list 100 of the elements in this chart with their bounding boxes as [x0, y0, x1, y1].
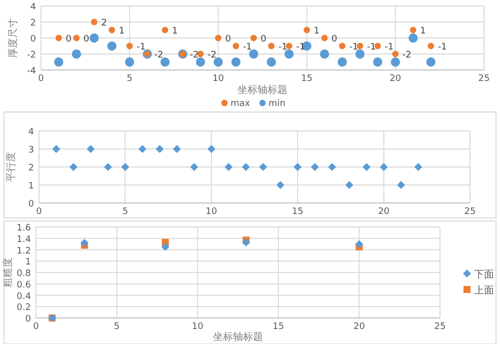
point: [56, 34, 62, 42]
point: [410, 26, 416, 34]
y-tick-label: 1.2: [16, 246, 31, 256]
x-tick-label: 15: [292, 207, 304, 217]
point: [108, 26, 116, 34]
y-tick-label: 0.2: [16, 303, 31, 314]
x-tick-label: 15: [272, 322, 284, 332]
y-tick-label: 0.4: [16, 292, 32, 302]
point: [138, 145, 146, 153]
y-axis-title: 平行度: [5, 152, 17, 182]
x-tick-label: 15: [301, 74, 313, 84]
y-tick-label: 1: [28, 182, 34, 192]
legend-label: min: [268, 99, 286, 109]
point: [104, 163, 112, 171]
x-tick-label: 5: [126, 74, 132, 84]
data-label: -2: [207, 50, 216, 60]
data-label: 1: [172, 26, 178, 36]
data-label: -1: [136, 42, 146, 52]
point: [107, 41, 116, 51]
point: [90, 33, 99, 43]
x-tick-label: 20: [378, 207, 390, 217]
point: [54, 57, 64, 67]
point: [428, 42, 434, 50]
point: [242, 163, 250, 171]
point: [276, 181, 284, 189]
point: [214, 57, 223, 67]
point: [52, 145, 60, 153]
y-tick-label: 1.6: [16, 224, 32, 234]
point: [90, 18, 98, 26]
y-tick-label: 0: [28, 200, 34, 210]
y-tick-label: 4: [28, 128, 34, 138]
y-tick-label: 2: [30, 18, 36, 28]
x-tick-label: 25: [478, 74, 490, 84]
point: [392, 50, 399, 58]
data-label: -2: [154, 50, 164, 60]
point: [320, 49, 330, 59]
point: [156, 145, 164, 153]
y-tick-label: -4: [27, 66, 36, 76]
y-tick-label: 4: [30, 2, 36, 12]
point: [172, 145, 181, 153]
y-tick-label: 0: [30, 34, 36, 44]
point: [304, 26, 310, 34]
point: [160, 57, 170, 67]
y-tick-label: 1: [25, 258, 31, 268]
data-label: 0: [225, 34, 232, 44]
point: [215, 34, 222, 42]
point: [294, 163, 302, 171]
point: [328, 163, 336, 171]
point: [232, 42, 240, 50]
y-tick-label: 0.8: [16, 269, 32, 279]
data-label: 0: [332, 34, 338, 44]
point: [73, 34, 80, 42]
data-label: -1: [278, 42, 288, 52]
point: [373, 57, 382, 67]
point: [69, 163, 78, 171]
x-tick-label: 25: [434, 322, 446, 332]
x-tick-label: 20: [353, 322, 366, 332]
point: [390, 57, 400, 67]
point: [86, 145, 95, 153]
point: [268, 42, 275, 50]
point: [408, 33, 418, 43]
x-tick-label: 5: [114, 322, 120, 332]
x-axis-title: 坐标轴标题: [238, 84, 288, 96]
point: [310, 163, 319, 171]
data-label: -1: [349, 42, 358, 52]
data-label: 0: [260, 34, 267, 44]
x-tick-label: 25: [464, 207, 476, 217]
point: [397, 181, 406, 189]
x-tick-label: 10: [212, 74, 224, 84]
y-tick-label: 3: [28, 146, 34, 156]
y-tick-label: -2: [27, 50, 36, 60]
y-tick-label: 0: [25, 314, 32, 324]
data-label: 2: [101, 18, 107, 28]
point: [338, 57, 347, 67]
point: [190, 163, 198, 171]
point: [339, 42, 346, 50]
point: [126, 42, 133, 50]
point: [224, 163, 233, 171]
y-axis-title: 粗糙度: [2, 258, 14, 288]
point: [196, 57, 206, 67]
point: [72, 49, 82, 59]
data-label: -2: [190, 50, 199, 60]
x-tick-label: 20: [390, 74, 402, 84]
data-label: 1: [420, 26, 426, 36]
point: [162, 26, 168, 34]
point: [362, 163, 371, 171]
point: [345, 181, 354, 189]
y-axis-title: 厚度尺寸: [7, 18, 19, 58]
point: [80, 238, 88, 247]
point: [355, 240, 364, 248]
x-tick-label: 0: [38, 74, 44, 84]
legend-label: max: [230, 99, 251, 109]
point: [231, 57, 241, 67]
point: [121, 163, 130, 171]
y-tick-label: 2: [28, 164, 34, 174]
y-tick-label: 1.4: [16, 234, 32, 245]
point: [125, 57, 134, 67]
data-label: -1: [438, 42, 447, 52]
data-label: 0: [66, 34, 72, 44]
x-tick-label: 10: [192, 322, 204, 332]
